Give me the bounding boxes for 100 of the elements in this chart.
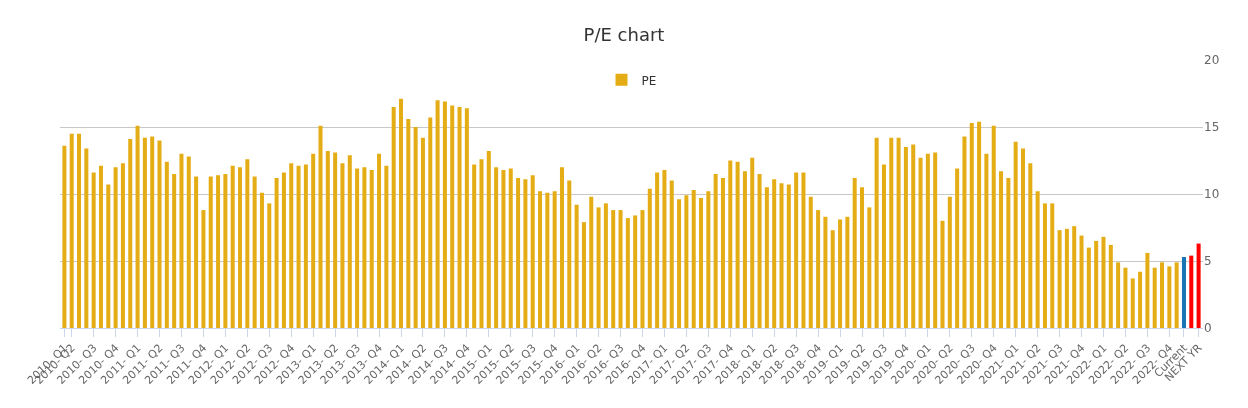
bar: [289, 163, 294, 328]
bar: [699, 198, 704, 328]
bar: [384, 165, 389, 328]
bar: [940, 220, 945, 328]
bar: [1116, 262, 1121, 328]
bar: [808, 196, 813, 328]
bar: [859, 187, 865, 328]
bar: [1138, 271, 1143, 328]
bar: [1123, 267, 1128, 328]
bar: [523, 179, 528, 328]
bar: [311, 153, 316, 328]
bar: [1072, 226, 1077, 328]
bar: [406, 118, 411, 328]
bar: [486, 151, 491, 328]
bar: [677, 199, 682, 328]
bar: [889, 137, 894, 328]
bar: [881, 164, 886, 328]
y-tick-label: 10: [1204, 187, 1220, 202]
bar: [194, 176, 199, 328]
bar: [603, 203, 608, 328]
bar: [977, 121, 982, 328]
bar: [633, 215, 638, 328]
bar: [296, 165, 301, 328]
bar: [179, 153, 184, 328]
bar: [669, 180, 674, 328]
bar: [355, 168, 360, 328]
bar: [428, 117, 433, 328]
bar: [538, 191, 543, 328]
bar: [230, 165, 235, 328]
bar: [706, 191, 711, 328]
bar: [142, 137, 147, 328]
bar: [325, 151, 330, 328]
bar: [98, 165, 103, 328]
bar: [823, 216, 828, 328]
bar: [581, 222, 586, 328]
bar: [874, 137, 879, 328]
bar: [238, 167, 243, 328]
bar: [113, 167, 118, 328]
bar: [216, 175, 221, 328]
bar: [274, 177, 279, 328]
bar: [918, 157, 923, 328]
bar: [186, 156, 191, 328]
bar: [574, 204, 579, 328]
bar: [742, 171, 747, 328]
y-tick-label: 15: [1204, 120, 1220, 135]
bar: [1006, 177, 1011, 328]
bar: [450, 105, 455, 328]
bar: [259, 192, 264, 328]
bar: [596, 207, 601, 328]
bar: [713, 173, 718, 328]
bar: [867, 207, 872, 328]
bar: [1035, 191, 1040, 328]
y-tick-label: 5: [1204, 254, 1212, 269]
bar: [303, 164, 308, 328]
bar: [1196, 243, 1201, 328]
bar: [420, 137, 425, 328]
bar: [1028, 163, 1033, 328]
bar: [508, 168, 513, 328]
bar: [157, 140, 162, 328]
bar: [1042, 203, 1047, 328]
bar: [1079, 235, 1084, 328]
bar: [728, 160, 733, 328]
bar: [77, 133, 82, 328]
bar: [933, 152, 938, 328]
bar: [1086, 247, 1091, 328]
bar: [318, 125, 323, 328]
bar: [962, 136, 967, 328]
bar: [347, 155, 352, 328]
bar: [340, 163, 345, 328]
bar: [896, 137, 901, 328]
bar: [647, 188, 652, 328]
bar: [91, 172, 96, 328]
bar: [1057, 230, 1062, 328]
bar: [691, 189, 696, 328]
bar: [1181, 256, 1186, 328]
bar: [903, 147, 908, 328]
bar: [1145, 252, 1150, 328]
bar: [757, 173, 762, 328]
bar: [84, 148, 89, 328]
bar: [947, 196, 952, 328]
bar: [1050, 203, 1055, 328]
bar: [201, 210, 206, 328]
bar: [172, 173, 177, 328]
bar: [69, 133, 74, 328]
bar: [625, 218, 630, 328]
bar: [611, 210, 616, 328]
bar: [120, 163, 125, 328]
y-tick-label: 0: [1204, 321, 1212, 336]
bar: [640, 210, 645, 328]
bar: [911, 144, 916, 328]
bar: [457, 106, 462, 328]
bar: [1013, 141, 1018, 328]
bar: [955, 168, 960, 328]
bar: [281, 172, 286, 328]
bar: [1094, 240, 1099, 328]
chart-title: P/E chart: [583, 24, 665, 46]
bar: [969, 122, 974, 328]
bar: [391, 106, 396, 328]
legend-label: PE: [641, 73, 657, 88]
bar: [772, 179, 777, 328]
